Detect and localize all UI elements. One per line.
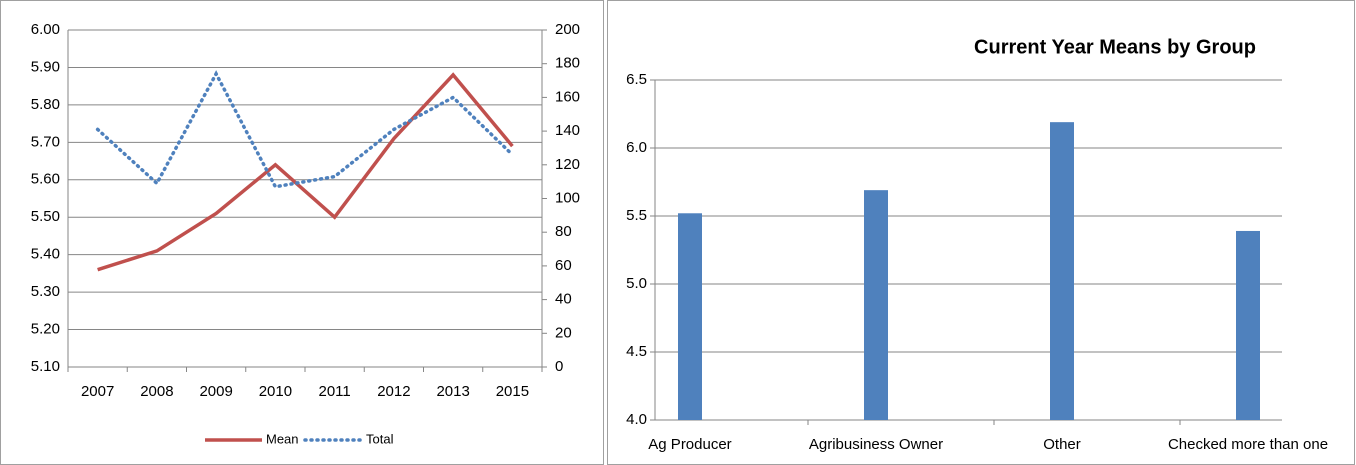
y-tick-label: 5.90 (31, 58, 60, 75)
x-tick-label: Other (1043, 436, 1081, 453)
y-tick-label: 6.5 (626, 71, 647, 88)
line-series (95, 70, 515, 189)
y-tick-label: 5.50 (31, 208, 60, 225)
y-tick-label: 5.40 (31, 246, 60, 263)
y2-tick-label: 80 (555, 223, 572, 240)
bar (678, 213, 702, 420)
right-panel (607, 0, 1355, 465)
x-tick-label: Checked more than one (1168, 436, 1328, 453)
x-tick-label: 2008 (140, 383, 173, 400)
legend-label: Mean (266, 431, 299, 446)
y-tick-label: 5.0 (626, 275, 647, 292)
y-tick-label: 5.10 (31, 358, 60, 375)
y-tick-label: 5.5 (626, 207, 647, 224)
x-tick-label: 2012 (377, 383, 410, 400)
y-tick-label: 6.0 (626, 139, 647, 156)
y2-tick-label: 40 (555, 291, 572, 308)
y-tick-label: 5.70 (31, 133, 60, 150)
y-tick-label: 5.30 (31, 283, 60, 300)
x-tick-label: Agribusiness Owner (809, 436, 943, 453)
y2-tick-label: 60 (555, 257, 572, 274)
y2-tick-label: 140 (555, 122, 580, 139)
x-tick-label: 2007 (81, 383, 114, 400)
y-tick-label: 5.80 (31, 96, 60, 113)
x-tick-label: 2009 (199, 383, 232, 400)
y-tick-label: 4.0 (626, 411, 647, 428)
y2-tick-label: 0 (555, 358, 563, 375)
line-series (97, 72, 514, 272)
y-tick-label: 6.00 (31, 21, 60, 38)
legend-label: Total (366, 431, 394, 446)
bar (1236, 230, 1260, 420)
y-tick-label: 5.60 (31, 171, 60, 188)
y2-tick-label: 160 (555, 88, 580, 105)
bar (864, 190, 888, 420)
y-tick-label: 5.20 (31, 321, 60, 338)
left-panel (0, 0, 604, 465)
y-tick-label: 4.5 (626, 343, 647, 360)
chart-title: Current Year Means by Group (974, 36, 1256, 58)
y2-tick-label: 200 (555, 21, 580, 38)
x-tick-label: 2011 (318, 383, 350, 400)
x-tick-label: Ag Producer (648, 436, 731, 453)
y2-tick-label: 120 (555, 156, 580, 173)
bar (1050, 122, 1074, 420)
y2-tick-label: 100 (555, 189, 580, 206)
x-tick-label: 2015 (496, 383, 529, 400)
y2-tick-label: 20 (555, 324, 572, 341)
x-tick-label: 2013 (436, 383, 469, 400)
y2-tick-label: 180 (555, 55, 580, 72)
x-tick-label: 2010 (259, 383, 292, 400)
